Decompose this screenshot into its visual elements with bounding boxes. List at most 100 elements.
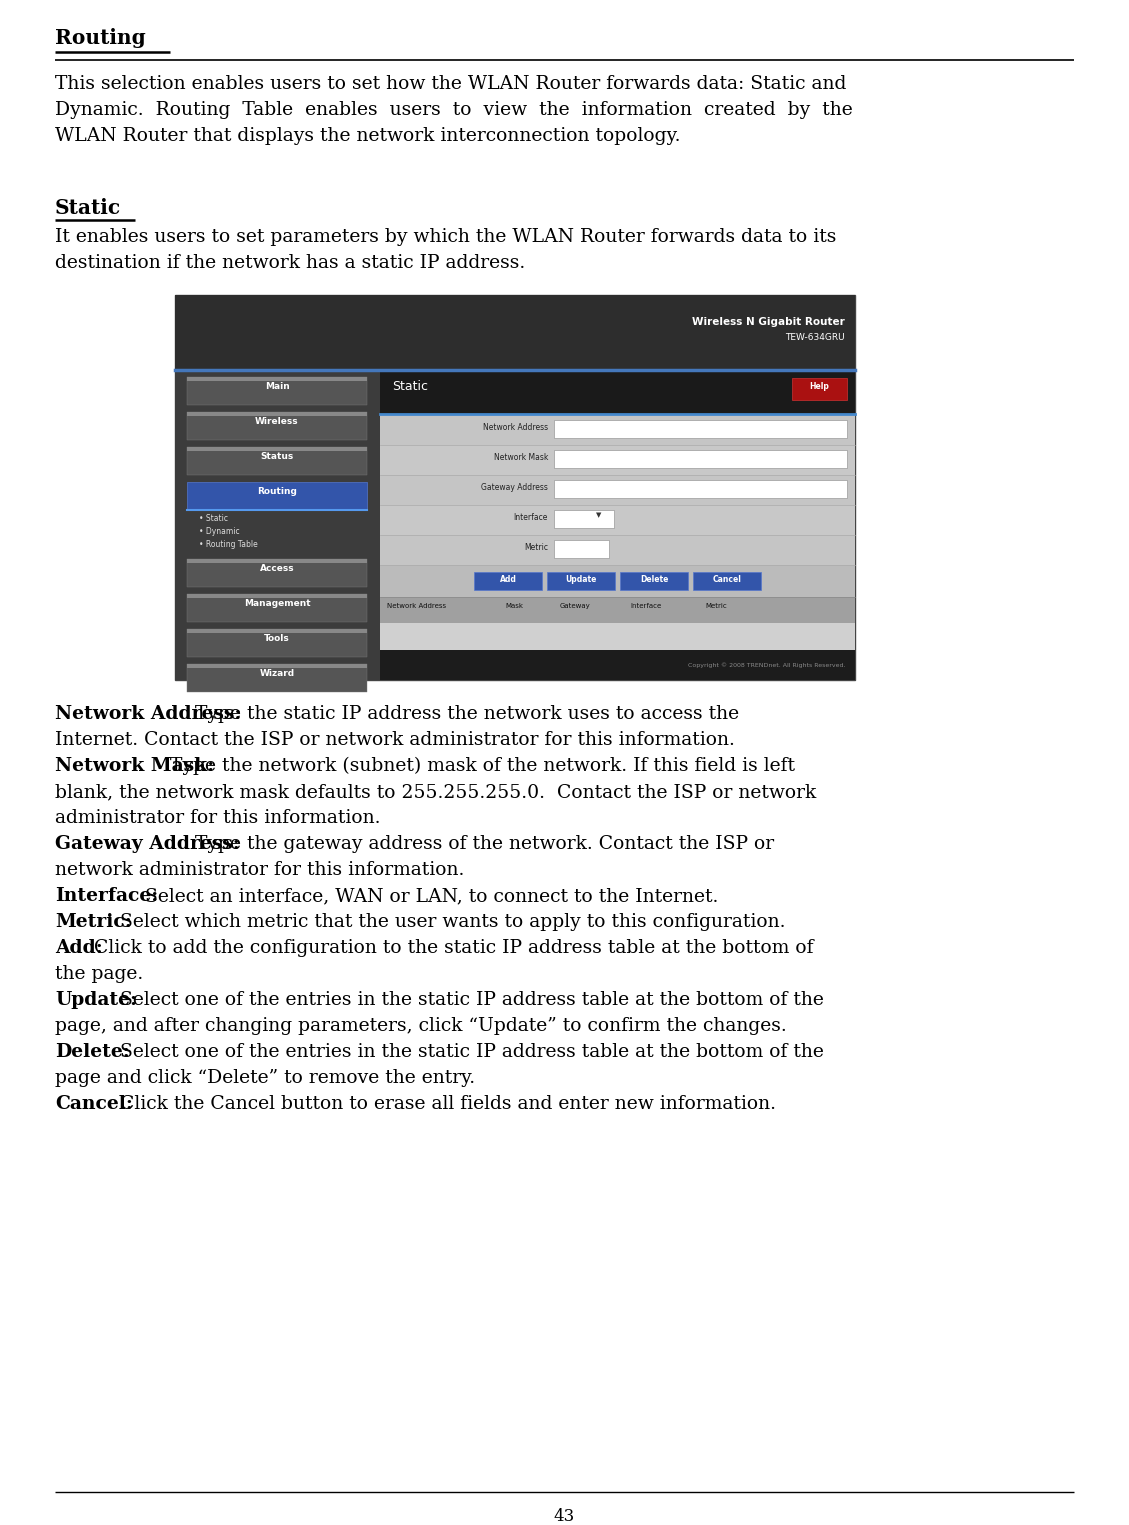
Bar [554,540,609,558]
Text: Cancel:: Cancel: [55,1095,133,1113]
Bar [620,572,688,590]
Text: Network Address: Network Address [387,602,446,608]
Bar [380,535,855,564]
Text: Status: Status [261,451,294,461]
Bar [187,595,367,598]
Text: Delete:: Delete: [55,1043,130,1061]
Text: Add: Add [499,575,516,584]
Bar [187,663,367,668]
Bar [175,294,855,680]
Text: administrator for this information.: administrator for this information. [55,808,380,827]
Bar [793,378,847,400]
Text: 43: 43 [554,1508,575,1525]
Bar [380,624,855,650]
Bar [554,450,847,468]
Text: Cancel: Cancel [712,575,742,584]
Bar [380,371,855,413]
Text: Interface: Interface [630,602,662,608]
Text: network administrator for this information.: network administrator for this informati… [55,862,464,878]
Text: WLAN Router that displays the network interconnection topology.: WLAN Router that displays the network in… [55,127,681,145]
Text: Help: Help [809,381,830,390]
Bar [380,445,855,474]
Text: Interface:: Interface: [55,888,158,904]
Text: Select which metric that the user wants to apply to this configuration.: Select which metric that the user wants … [114,913,785,930]
Bar [380,505,855,535]
Text: Tools: Tools [264,634,290,644]
Text: • Routing Table: • Routing Table [199,540,257,549]
Text: Network Address: Network Address [483,422,548,432]
Bar [380,596,855,624]
Text: Management: Management [244,599,310,608]
Text: Click to add the configuration to the static IP address table at the bottom of: Click to add the configuration to the st… [88,939,814,958]
Text: page, and after changing parameters, click “Update” to confirm the changes.: page, and after changing parameters, cli… [55,1017,787,1035]
Text: page and click “Delete” to remove the entry.: page and click “Delete” to remove the en… [55,1069,475,1087]
Bar [187,412,367,441]
Bar [187,412,367,416]
Bar [187,482,367,509]
Text: Update:: Update: [55,991,137,1010]
Text: Update: Update [566,575,597,584]
Bar [554,509,614,528]
Text: Type the static IP address the network uses to access the: Type the static IP address the network u… [189,705,739,723]
Bar [175,294,855,371]
Text: Internet. Contact the ISP or network administrator for this information.: Internet. Contact the ISP or network adm… [55,730,735,749]
Bar [187,560,367,563]
Bar [187,377,367,381]
Text: Click the Cancel button to erase all fields and enter new information.: Click the Cancel button to erase all fie… [114,1095,776,1113]
Bar [380,415,855,650]
Text: Wizard: Wizard [260,669,295,679]
Text: Static: Static [55,198,121,218]
Text: Select one of the entries in the static IP address table at the bottom of the: Select one of the entries in the static … [114,1043,823,1061]
Text: TEW-634GRU: TEW-634GRU [786,332,844,342]
Bar [187,628,367,657]
Text: Mask: Mask [505,602,523,608]
Text: Add:: Add: [55,939,103,958]
Bar [187,663,367,692]
Text: ▼: ▼ [596,512,602,518]
Text: Wireless: Wireless [255,416,299,425]
Text: Metric:: Metric: [55,913,132,930]
Text: Type the gateway address of the network. Contact the ISP or: Type the gateway address of the network.… [189,836,774,852]
Bar [380,415,855,445]
Bar [380,564,855,596]
Bar [546,572,615,590]
Text: Gateway Address:: Gateway Address: [55,836,239,852]
Text: This selection enables users to set how the WLAN Router forwards data: Static an: This selection enables users to set how … [55,75,847,93]
Text: Metric: Metric [704,602,727,608]
Text: Wireless N Gigabit Router: Wireless N Gigabit Router [692,317,844,326]
Text: Gateway Address: Gateway Address [481,483,548,493]
Text: destination if the network has a static IP address.: destination if the network has a static … [55,255,525,271]
Bar [187,447,367,451]
Text: • Dynamic: • Dynamic [199,528,239,535]
Text: Network Address:: Network Address: [55,705,242,723]
Text: Copyright © 2008 TRENDnet. All Rights Reserved.: Copyright © 2008 TRENDnet. All Rights Re… [688,662,844,668]
Bar [554,419,847,438]
Text: Select one of the entries in the static IP address table at the bottom of the: Select one of the entries in the static … [114,991,823,1010]
Bar [187,447,367,474]
Text: Routing: Routing [55,27,146,47]
Text: Type the network (subnet) mask of the network. If this field is left: Type the network (subnet) mask of the ne… [164,756,795,775]
Text: Dynamic.  Routing  Table  enables  users  to  view  the  information  created  b: Dynamic. Routing Table enables users to … [55,101,852,119]
Bar [693,572,761,590]
Text: blank, the network mask defaults to 255.255.255.0.  Contact the ISP or network: blank, the network mask defaults to 255.… [55,782,816,801]
Text: • Static: • Static [199,514,228,523]
Text: Access: Access [260,564,295,573]
Bar [187,628,367,633]
Text: Metric: Metric [524,543,548,552]
Text: Main: Main [264,381,289,390]
Bar [187,377,367,406]
Text: Interface: Interface [514,512,548,522]
Bar [554,480,847,499]
Text: Static: Static [392,380,428,393]
Bar [380,474,855,505]
Text: Network Mask: Network Mask [493,453,548,462]
Text: Gateway: Gateway [560,602,590,608]
Bar [380,371,855,680]
Text: Routing: Routing [257,486,297,496]
Bar [187,595,367,622]
Text: Delete: Delete [640,575,668,584]
Bar [474,572,542,590]
Bar [187,560,367,587]
Text: It enables users to set parameters by which the WLAN Router forwards data to its: It enables users to set parameters by wh… [55,229,837,246]
Text: Select an interface, WAN or LAN, to connect to the Internet.: Select an interface, WAN or LAN, to conn… [139,888,718,904]
